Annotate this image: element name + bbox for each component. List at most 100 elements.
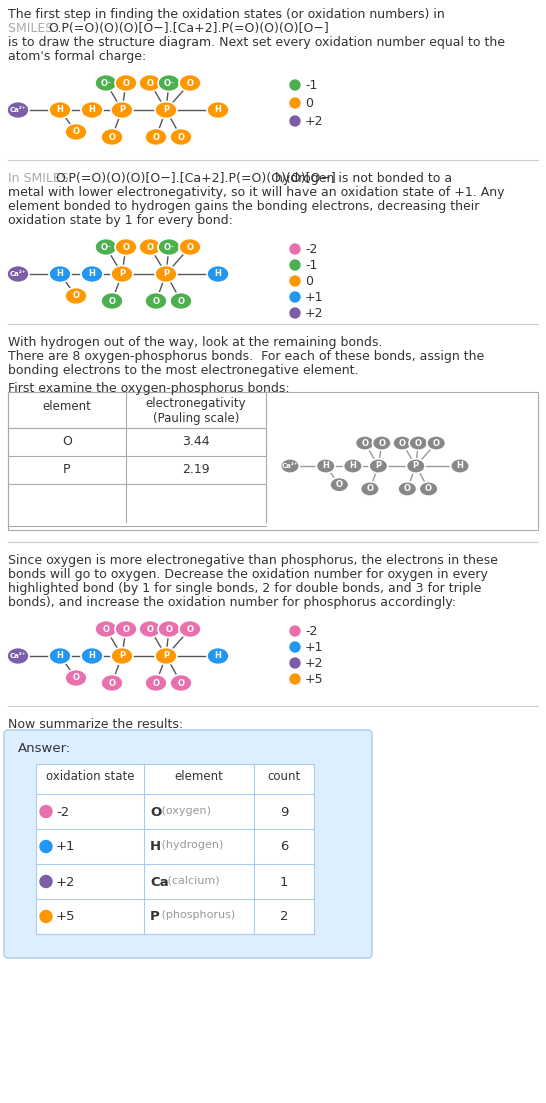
Ellipse shape — [95, 238, 117, 256]
Text: Ca²⁺: Ca²⁺ — [10, 107, 26, 113]
Circle shape — [290, 308, 300, 318]
Ellipse shape — [101, 675, 123, 692]
Ellipse shape — [170, 292, 192, 310]
Text: H: H — [57, 106, 63, 115]
Ellipse shape — [398, 482, 417, 496]
Ellipse shape — [360, 482, 379, 496]
Circle shape — [40, 876, 52, 888]
Text: O: O — [177, 297, 185, 306]
Ellipse shape — [179, 75, 201, 92]
Ellipse shape — [355, 436, 374, 450]
Text: oxidation state: oxidation state — [46, 770, 134, 783]
Text: O: O — [366, 484, 373, 493]
Text: O: O — [432, 439, 440, 448]
Ellipse shape — [145, 129, 167, 146]
Ellipse shape — [179, 621, 201, 638]
Text: O: O — [152, 678, 159, 687]
Ellipse shape — [95, 75, 117, 92]
Text: O: O — [150, 805, 161, 818]
Text: oxidation state by 1 for every bond:: oxidation state by 1 for every bond: — [8, 214, 233, 227]
Text: highlighted bond (by 1 for single bonds, 2 for double bonds, and 3 for triple: highlighted bond (by 1 for single bonds,… — [8, 582, 482, 595]
Ellipse shape — [115, 75, 137, 92]
Text: 9: 9 — [280, 805, 288, 818]
Ellipse shape — [155, 647, 177, 664]
Circle shape — [290, 658, 300, 668]
Ellipse shape — [139, 238, 161, 256]
Ellipse shape — [450, 459, 470, 473]
Text: O: O — [187, 243, 193, 251]
Ellipse shape — [369, 459, 388, 473]
Text: O⁻: O⁻ — [100, 243, 112, 251]
Circle shape — [290, 81, 300, 90]
Text: O: O — [399, 439, 406, 448]
Text: +5: +5 — [56, 910, 75, 923]
Text: H: H — [88, 106, 96, 115]
Text: element bonded to hydrogen gains the bonding electrons, decreasing their: element bonded to hydrogen gains the bon… — [8, 200, 479, 213]
Circle shape — [290, 674, 300, 684]
Ellipse shape — [207, 101, 229, 118]
Ellipse shape — [101, 129, 123, 146]
Text: O: O — [122, 78, 129, 87]
Text: With hydrogen out of the way, look at the remaining bonds.: With hydrogen out of the way, look at th… — [8, 336, 382, 349]
Ellipse shape — [49, 101, 71, 118]
Text: 3.44: 3.44 — [182, 435, 210, 448]
Text: element: element — [175, 770, 223, 783]
Text: O: O — [73, 674, 80, 683]
Ellipse shape — [49, 266, 71, 282]
Text: Answer:: Answer: — [18, 742, 71, 754]
Text: O: O — [109, 297, 116, 306]
Ellipse shape — [419, 482, 438, 496]
Text: +2: +2 — [305, 307, 323, 320]
Text: Since oxygen is more electronegative than phosphorus, the electrons in these: Since oxygen is more electronegative tha… — [8, 554, 498, 567]
Bar — [8, 392, 538, 531]
Circle shape — [40, 840, 52, 853]
Text: O: O — [361, 439, 369, 448]
Text: O: O — [146, 624, 153, 633]
Ellipse shape — [155, 266, 177, 282]
Ellipse shape — [139, 75, 161, 92]
Text: H: H — [88, 269, 96, 278]
Ellipse shape — [427, 436, 446, 450]
Text: 0: 0 — [305, 275, 313, 288]
Text: O: O — [152, 132, 159, 141]
Text: 2: 2 — [280, 910, 288, 923]
Text: Ca: Ca — [150, 876, 169, 889]
Bar — [36, 764, 314, 934]
Ellipse shape — [170, 129, 192, 146]
Text: The first step in finding the oxidation states (or oxidation numbers) in: The first step in finding the oxidation … — [8, 8, 445, 21]
Text: Ca²⁺: Ca²⁺ — [10, 653, 26, 658]
Text: (oxygen): (oxygen) — [158, 805, 211, 815]
Text: H: H — [215, 269, 222, 278]
Ellipse shape — [207, 266, 229, 282]
Text: O: O — [122, 243, 129, 251]
Text: In SMILES:: In SMILES: — [8, 172, 77, 185]
Ellipse shape — [81, 647, 103, 664]
Text: -2: -2 — [305, 625, 317, 638]
Text: O: O — [187, 78, 193, 87]
Text: O: O — [73, 128, 80, 137]
Text: O: O — [378, 439, 385, 448]
Ellipse shape — [81, 266, 103, 282]
Circle shape — [290, 292, 300, 302]
Ellipse shape — [111, 101, 133, 118]
Text: O⁻: O⁻ — [100, 78, 112, 87]
Circle shape — [290, 244, 300, 254]
Ellipse shape — [158, 238, 180, 256]
Text: +2: +2 — [56, 876, 75, 889]
Text: O: O — [109, 678, 116, 687]
Text: (calcium): (calcium) — [164, 876, 219, 886]
Ellipse shape — [372, 436, 391, 450]
Text: +1: +1 — [305, 641, 323, 654]
Text: (hydrogen): (hydrogen) — [158, 840, 223, 850]
Circle shape — [40, 805, 52, 817]
Text: -1: -1 — [305, 79, 317, 92]
Text: H: H — [456, 461, 464, 471]
Text: H: H — [215, 106, 222, 115]
Ellipse shape — [330, 478, 349, 492]
Circle shape — [40, 910, 52, 922]
Text: O: O — [187, 624, 193, 633]
Text: -1: -1 — [305, 259, 317, 272]
Text: H: H — [57, 652, 63, 661]
Ellipse shape — [170, 675, 192, 692]
Ellipse shape — [111, 266, 133, 282]
